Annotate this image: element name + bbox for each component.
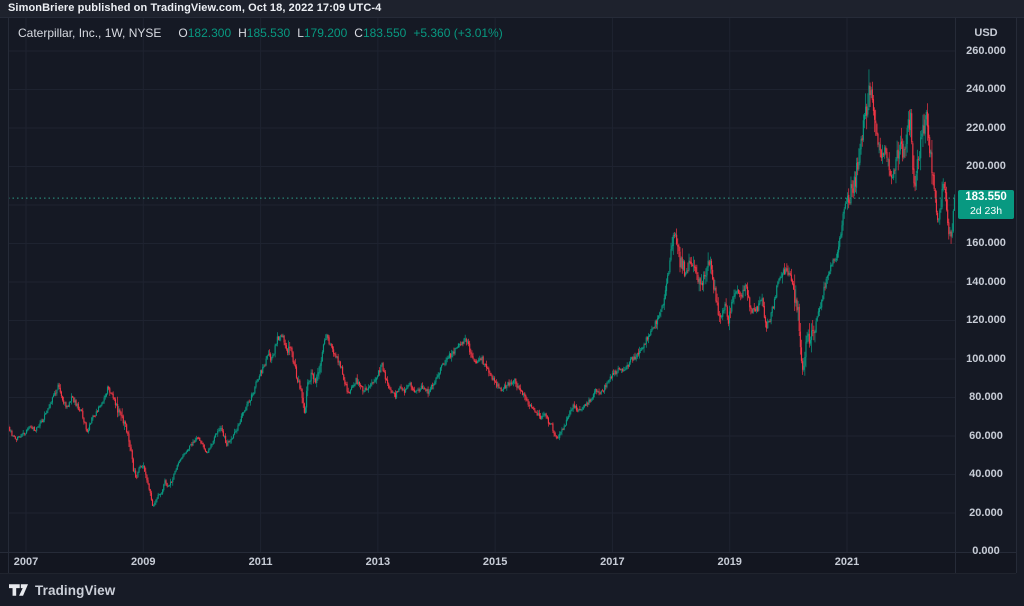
ohlc-value: 179.200 — [303, 26, 348, 40]
time-axis-label: 2009 — [131, 556, 156, 568]
price-axis-label: 20.000 — [969, 506, 1003, 519]
tradingview-logo-icon[interactable] — [9, 584, 28, 596]
ohlc-label: H — [238, 26, 247, 40]
tradingview-brand[interactable]: TradingView — [35, 582, 116, 598]
time-axis-label: 2015 — [482, 556, 508, 568]
last-price-badge: 183.550 2d 23h — [958, 190, 1014, 219]
time-axis-label: 2019 — [717, 556, 742, 568]
ohlc-value: 185.530 — [246, 26, 291, 40]
price-axis-label: 240.000 — [966, 83, 1006, 95]
ohlc-label: L — [297, 26, 304, 40]
time-axis-label: 2013 — [365, 556, 391, 568]
time-axis-label: 2021 — [834, 556, 860, 568]
price-change: +5.360 (+3.01%) — [413, 26, 503, 40]
price-axis-label: 120.000 — [966, 314, 1006, 326]
price-axis-label: 140.000 — [966, 275, 1006, 288]
ohlc-label: O — [178, 26, 188, 40]
footer-brand: TradingView — [9, 581, 115, 599]
price-axis-label: 260.000 — [966, 44, 1006, 57]
grid-layer — [8, 18, 955, 552]
price-axis-label: 0.000 — [972, 545, 1000, 557]
publish-bar: SimonBriere published on TradingView.com… — [0, 0, 1024, 17]
ohlc-value: 182.300 — [187, 26, 232, 40]
bar-countdown: 2d 23h — [969, 205, 1003, 217]
price-axis-label: 60.000 — [969, 429, 1003, 442]
price-axis-label: 200.000 — [966, 160, 1006, 172]
symbol-legend[interactable]: Caterpillar, Inc., 1W, NYSE O182.300 H185.… — [18, 26, 503, 40]
time-axis-label: 2007 — [13, 556, 39, 568]
symbol-title[interactable]: Caterpillar, Inc., 1W, NYSE — [18, 26, 162, 40]
price-axis-label: 80.000 — [969, 391, 1003, 403]
ohlc-label: C — [354, 26, 363, 40]
time-axis-strip — [0, 553, 1016, 573]
price-axis-label: 100.000 — [966, 352, 1006, 365]
price-axis[interactable]: 260.000 240.000 220.000 200.000 160.000 140.0… — [956, 0, 1016, 606]
price-axis-label: 220.000 — [966, 121, 1006, 134]
time-axis-label: 2011 — [248, 556, 273, 568]
currency-label: USD — [974, 27, 998, 39]
price-axis-label: 160.000 — [966, 237, 1006, 249]
price-axis-label: 40.000 — [969, 468, 1003, 480]
last-price-value: 183.550 — [965, 191, 1007, 203]
publish-text: SimonBriere published on TradingView.com… — [8, 2, 382, 14]
time-axis-label: 2017 — [600, 556, 625, 568]
ohlc-values: O182.300 H185.530 L179.200 C183.550 — [171, 26, 406, 40]
ohlc-value: 183.550 — [362, 26, 407, 40]
